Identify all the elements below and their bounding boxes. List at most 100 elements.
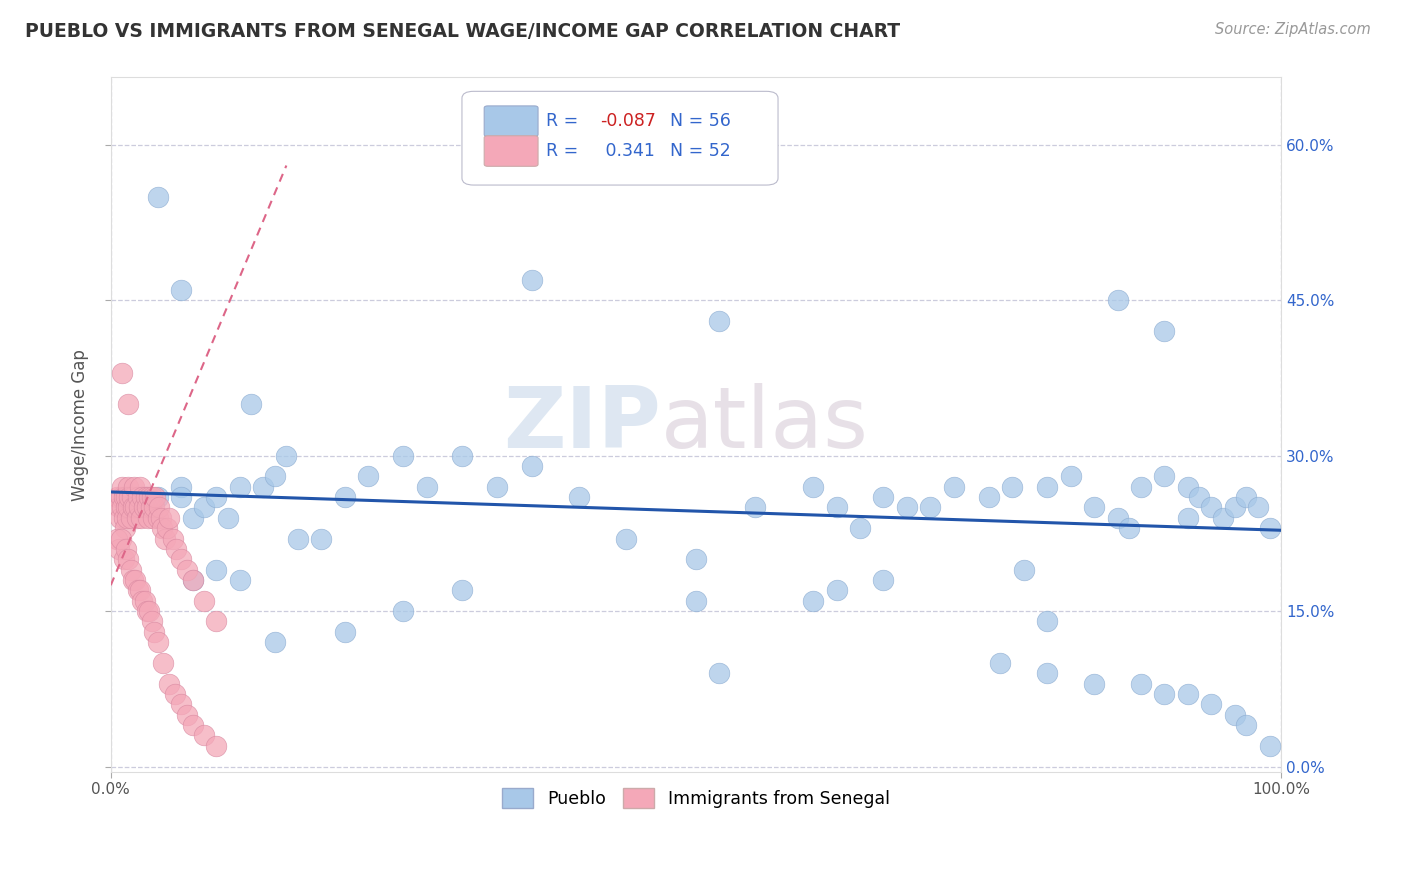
Point	[1234, 490, 1257, 504]
Point	[170, 283, 193, 297]
Point	[522, 458, 544, 473]
Point	[111, 500, 134, 515]
Point	[685, 593, 707, 607]
Point	[392, 604, 415, 618]
Legend: Pueblo, Immigrants from Senegal: Pueblo, Immigrants from Senegal	[495, 781, 897, 815]
Y-axis label: Wage/Income Gap: Wage/Income Gap	[72, 349, 89, 500]
Point	[451, 583, 474, 598]
Point	[129, 583, 152, 598]
Point	[142, 511, 165, 525]
Point	[141, 490, 163, 504]
Point	[157, 511, 180, 525]
Point	[287, 532, 309, 546]
Point	[121, 490, 143, 504]
Point	[143, 624, 166, 639]
Point	[801, 480, 824, 494]
Point	[124, 500, 146, 515]
Point	[156, 521, 179, 535]
Point	[117, 552, 139, 566]
Point	[165, 687, 187, 701]
Point	[205, 739, 228, 753]
Point	[276, 449, 298, 463]
Point	[170, 698, 193, 712]
Point	[1223, 500, 1246, 515]
Point	[1083, 500, 1105, 515]
Point	[311, 532, 333, 546]
Point	[139, 500, 162, 515]
Point	[1247, 500, 1270, 515]
Point	[129, 480, 152, 494]
Point	[205, 615, 228, 629]
Point	[990, 656, 1012, 670]
Point	[217, 511, 239, 525]
Point	[181, 573, 204, 587]
Point	[122, 480, 145, 494]
Point	[108, 511, 131, 525]
Point	[1188, 490, 1211, 504]
Point	[1036, 480, 1059, 494]
Point	[146, 511, 169, 525]
Point	[125, 511, 148, 525]
Point	[120, 511, 142, 525]
Point	[486, 480, 509, 494]
Point	[157, 676, 180, 690]
Point	[118, 490, 141, 504]
Point	[114, 521, 136, 535]
Point	[124, 573, 146, 587]
Point	[143, 490, 166, 504]
Point	[152, 656, 174, 670]
Text: ZIP: ZIP	[503, 383, 661, 467]
Text: R =: R =	[547, 112, 583, 130]
Point	[825, 583, 848, 598]
Point	[1177, 511, 1199, 525]
Point	[135, 490, 157, 504]
Point	[127, 583, 149, 598]
Point	[1107, 293, 1129, 308]
Point	[1107, 511, 1129, 525]
Point	[522, 272, 544, 286]
Point	[170, 480, 193, 494]
Point	[1223, 707, 1246, 722]
Point	[357, 469, 380, 483]
Point	[1036, 615, 1059, 629]
Point	[181, 573, 204, 587]
Point	[333, 624, 356, 639]
Point	[112, 552, 135, 566]
Point	[872, 490, 894, 504]
Point	[136, 500, 159, 515]
Point	[263, 635, 285, 649]
Point	[1036, 666, 1059, 681]
Point	[1153, 469, 1175, 483]
Point	[170, 490, 193, 504]
Point	[150, 521, 173, 535]
Point	[205, 490, 228, 504]
Point	[112, 490, 135, 504]
Point	[176, 707, 198, 722]
Point	[942, 480, 965, 494]
Point	[205, 563, 228, 577]
Point	[108, 500, 131, 515]
Text: N = 56: N = 56	[671, 112, 731, 130]
Point	[1258, 521, 1281, 535]
Point	[1258, 739, 1281, 753]
Point	[129, 511, 152, 525]
Point	[138, 604, 160, 618]
Point	[115, 511, 138, 525]
Point	[1199, 698, 1222, 712]
Point	[105, 532, 128, 546]
Point	[148, 500, 170, 515]
Point	[849, 521, 872, 535]
Point	[110, 490, 132, 504]
Point	[110, 532, 132, 546]
FancyBboxPatch shape	[463, 91, 778, 185]
Point	[111, 366, 134, 380]
Point	[416, 480, 439, 494]
Text: Source: ZipAtlas.com: Source: ZipAtlas.com	[1215, 22, 1371, 37]
Point	[112, 511, 135, 525]
Point	[122, 573, 145, 587]
Point	[1153, 324, 1175, 338]
Point	[228, 480, 250, 494]
Point	[193, 729, 215, 743]
Point	[1177, 687, 1199, 701]
Point	[136, 511, 159, 525]
